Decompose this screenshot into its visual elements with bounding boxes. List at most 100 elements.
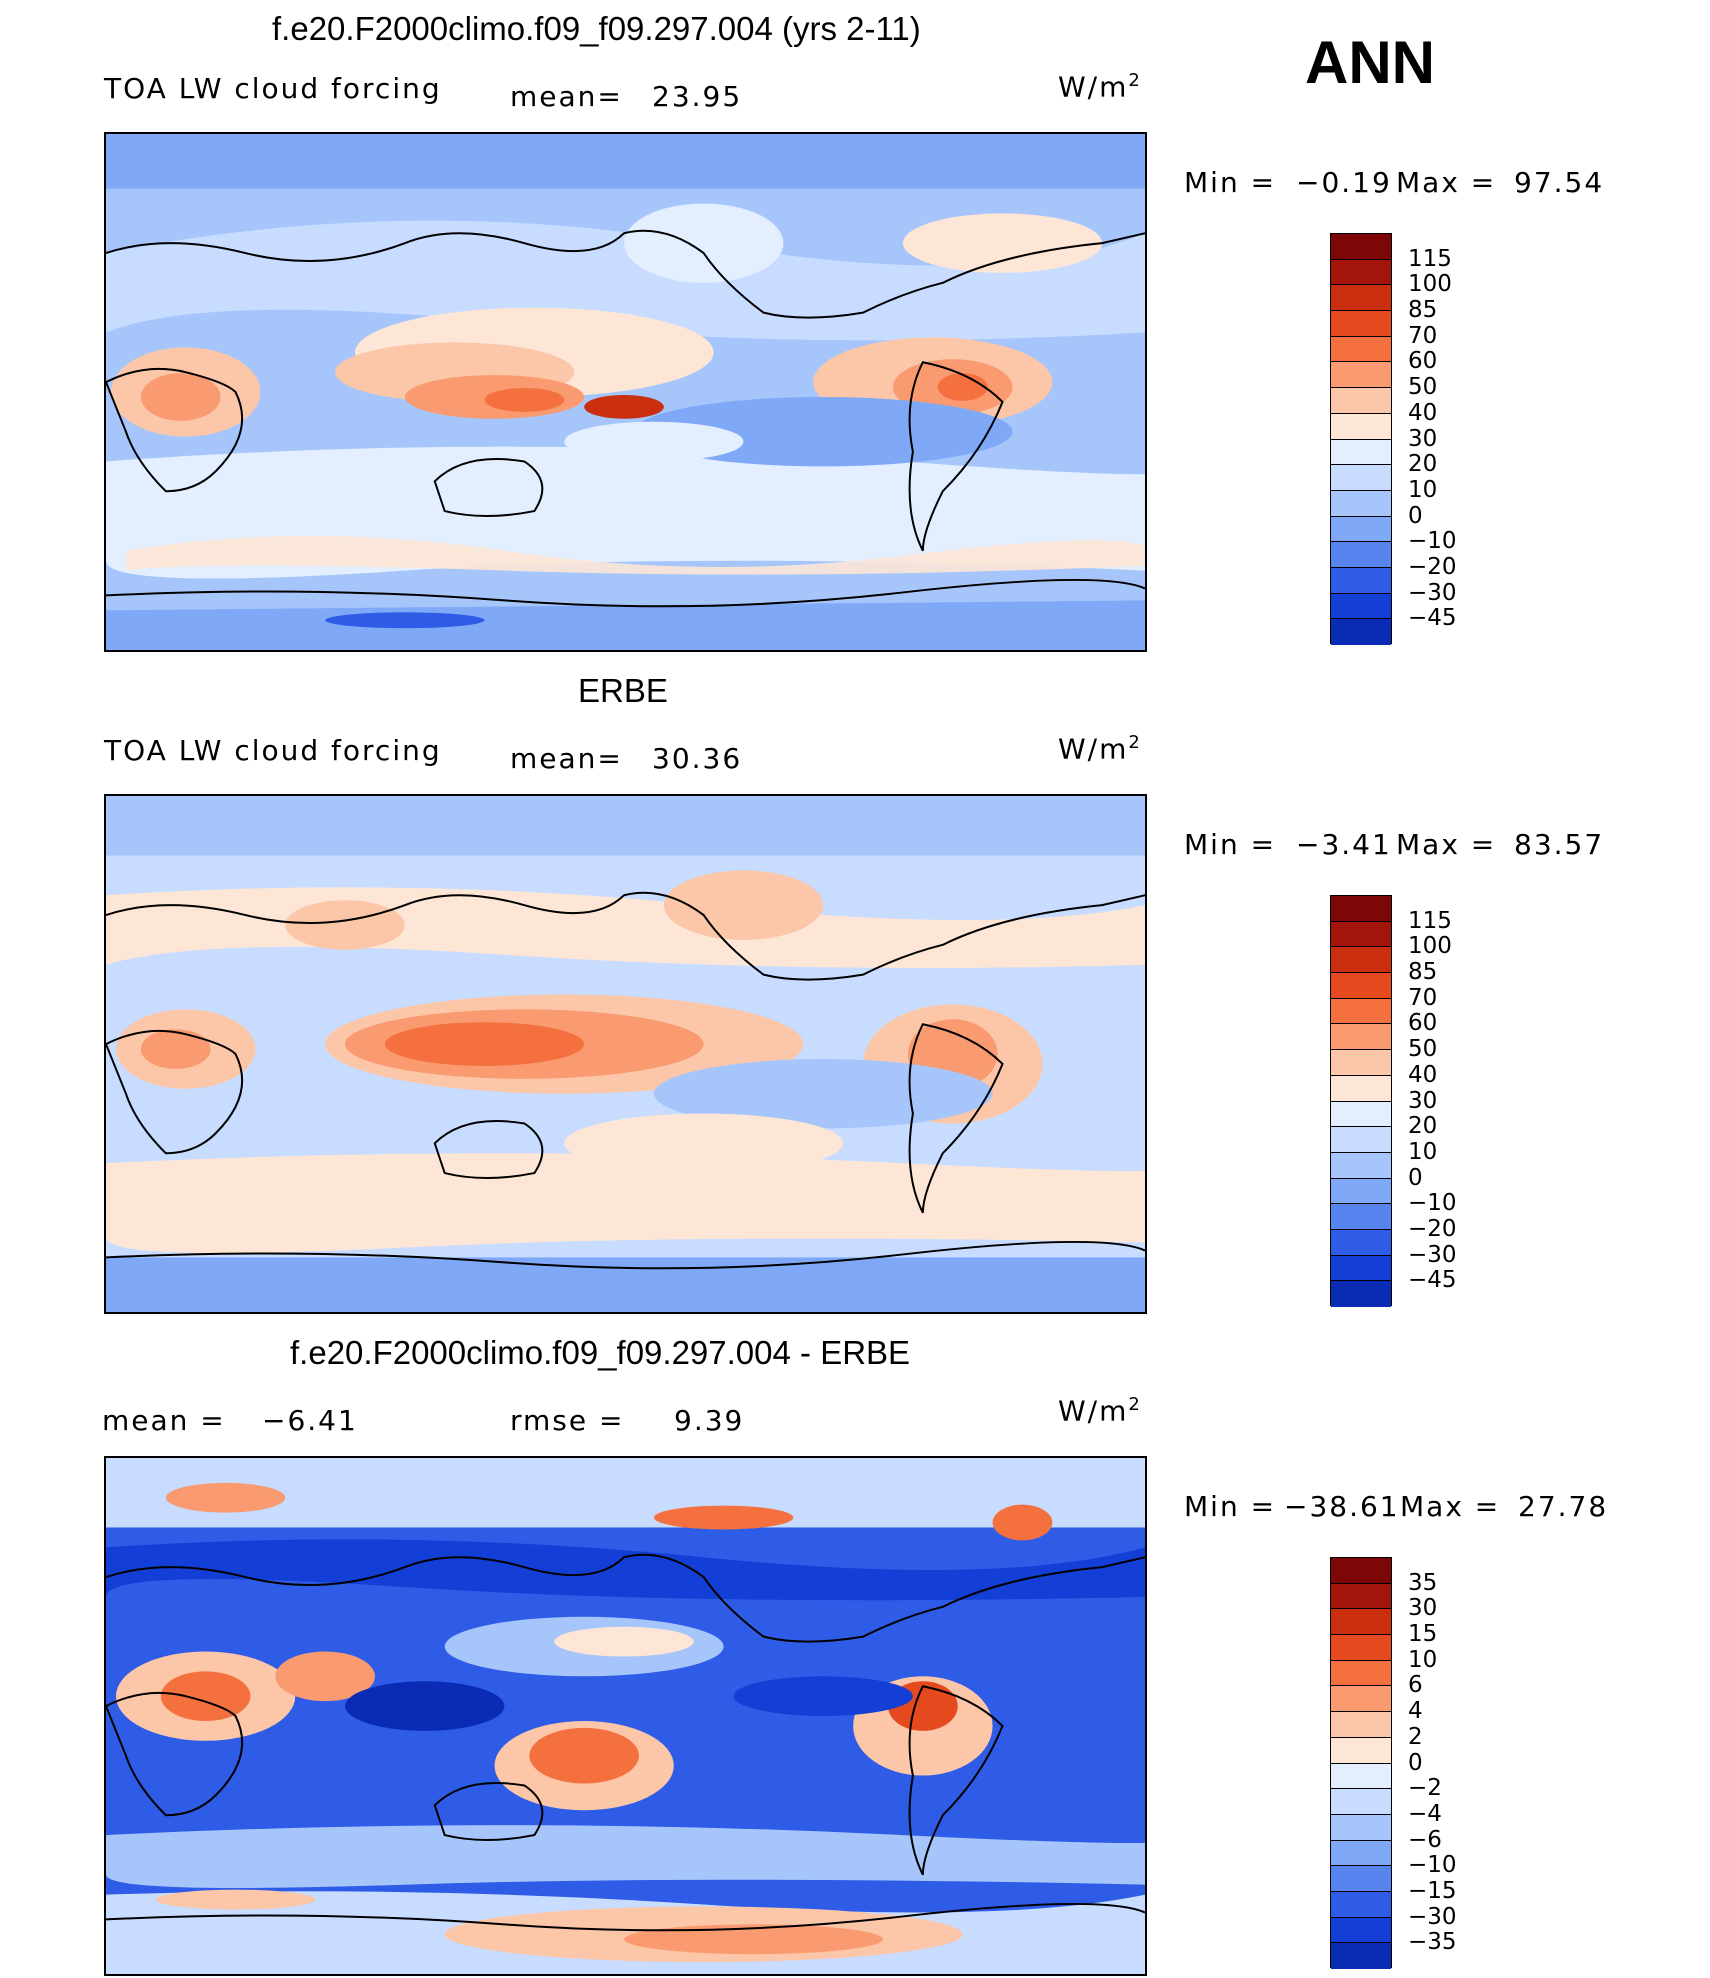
panel1-contour-field bbox=[106, 134, 1145, 650]
colorbar-segment bbox=[1331, 1127, 1391, 1153]
colorbar-tick-label: −10 bbox=[1408, 1190, 1457, 1217]
colorbar-segment bbox=[1331, 465, 1391, 491]
colorbar-tick-label: 35 bbox=[1408, 1569, 1438, 1596]
colorbar-segment bbox=[1331, 1789, 1391, 1815]
panel2-max-label: Max = bbox=[1396, 828, 1497, 861]
colorbar-segment bbox=[1331, 1943, 1391, 1969]
colorbar-tick-label: 2 bbox=[1408, 1723, 1423, 1750]
panel3-max-label: Max = bbox=[1400, 1490, 1501, 1523]
colorbar-tick-label: −35 bbox=[1408, 1929, 1457, 1956]
colorbar-tick-label: 60 bbox=[1408, 1010, 1438, 1037]
colorbar-segment bbox=[1331, 1660, 1391, 1687]
colorbar-tick-label: 40 bbox=[1408, 1061, 1438, 1088]
panel3-rmse-value: 9.39 bbox=[674, 1404, 745, 1437]
colorbar-tick-label: −10 bbox=[1408, 1852, 1457, 1879]
colorbar-tick-label: 30 bbox=[1408, 1595, 1438, 1622]
colorbar-segment bbox=[1331, 259, 1391, 286]
colorbar-tick-label: 4 bbox=[1408, 1698, 1423, 1725]
colorbar-segment bbox=[1331, 1558, 1391, 1584]
colorbar-tick-label: 40 bbox=[1408, 399, 1438, 426]
panel1-colorbar: 115 100 85 70 60 50 40 30 20 10 0 −10 −20 −30 −45 bbox=[1330, 233, 1530, 645]
colorbar-segment bbox=[1331, 567, 1391, 594]
panel3-units-exp: 2 bbox=[1128, 1394, 1142, 1415]
colorbar-segment bbox=[1331, 1229, 1391, 1256]
panel1-mean-label: mean= bbox=[510, 80, 623, 113]
panel1-title: f.e20.F2000climo.f09_f09.297.004 (yrs 2-… bbox=[272, 10, 921, 47]
colorbar-tick-label: 10 bbox=[1408, 1646, 1438, 1673]
colorbar-segment bbox=[1331, 1635, 1391, 1661]
panel1-max-value: 97.54 bbox=[1514, 166, 1605, 199]
colorbar-tick-label: 115 bbox=[1408, 907, 1452, 934]
colorbar-tick-label: −10 bbox=[1408, 528, 1457, 555]
colorbar-tick-label: 100 bbox=[1408, 271, 1452, 298]
colorbar-segment bbox=[1331, 1178, 1391, 1205]
colorbar-segment bbox=[1331, 1024, 1391, 1051]
panel2-mean-value: 30.36 bbox=[652, 742, 743, 775]
colorbar-segment bbox=[1331, 921, 1391, 948]
panel1-max-label: Max = bbox=[1396, 166, 1497, 199]
colorbar-segment bbox=[1331, 1609, 1391, 1636]
colorbar-segment bbox=[1331, 1891, 1391, 1918]
colorbar-tick-label: −30 bbox=[1408, 1241, 1457, 1268]
panel1-min-label: Min = bbox=[1184, 166, 1277, 199]
panel3-colorbar: 35 30 15 10 6 4 2 0 −2 −4 −6 −10 −15 −30 −35 bbox=[1330, 1557, 1530, 1969]
colorbar-tick-label: 115 bbox=[1408, 245, 1452, 272]
colorbar-segment bbox=[1331, 490, 1391, 517]
panel3-min-value: −38.61 bbox=[1284, 1490, 1400, 1523]
panel1-variable-label: TOA LW cloud forcing bbox=[104, 72, 442, 105]
colorbar-tick-label: −2 bbox=[1408, 1775, 1442, 1802]
season-label: ANN bbox=[1305, 29, 1435, 96]
colorbar-segment bbox=[1331, 1583, 1391, 1610]
colorbar-tick-label: −20 bbox=[1408, 1215, 1457, 1242]
colorbar-segment bbox=[1331, 1763, 1391, 1790]
colorbar-segment bbox=[1331, 413, 1391, 440]
colorbar-tick-label: 70 bbox=[1408, 984, 1438, 1011]
colorbar-segment bbox=[1331, 1737, 1391, 1764]
panel2-map bbox=[104, 794, 1147, 1314]
colorbar-tick-label: −15 bbox=[1408, 1877, 1457, 1904]
colorbar-tick-label: 20 bbox=[1408, 451, 1438, 478]
panel3-mean-value: −6.41 bbox=[262, 1404, 358, 1437]
colorbar-tick-label: 60 bbox=[1408, 348, 1438, 375]
panel3-units: W/m2 bbox=[1058, 1394, 1142, 1427]
panel1-mean-value: 23.95 bbox=[652, 80, 743, 113]
colorbar-segment bbox=[1331, 1075, 1391, 1102]
colorbar-box bbox=[1330, 895, 1392, 1307]
colorbar-tick-label: −4 bbox=[1408, 1800, 1442, 1827]
panel3-rmse-label: rmse = bbox=[510, 1404, 625, 1437]
colorbar-box bbox=[1330, 1557, 1392, 1969]
panel3-map bbox=[104, 1456, 1147, 1976]
colorbar-segment bbox=[1331, 1712, 1391, 1738]
panel3-min-label: Min = bbox=[1184, 1490, 1277, 1523]
colorbar-segment bbox=[1331, 388, 1391, 414]
colorbar-segment bbox=[1331, 896, 1391, 922]
colorbar-segment bbox=[1331, 1204, 1391, 1230]
colorbar-segment bbox=[1331, 1152, 1391, 1179]
colorbar-tick-label: 70 bbox=[1408, 322, 1438, 349]
panel2-min-label: Min = bbox=[1184, 828, 1277, 861]
colorbar-segment bbox=[1331, 947, 1391, 974]
colorbar-segment bbox=[1331, 362, 1391, 389]
colorbar-tick-label: 30 bbox=[1408, 1087, 1438, 1114]
colorbar-segment bbox=[1331, 1814, 1391, 1841]
colorbar-segment bbox=[1331, 336, 1391, 363]
colorbar-tick-label: 100 bbox=[1408, 933, 1452, 960]
colorbar-segment bbox=[1331, 1101, 1391, 1128]
colorbar-segment bbox=[1331, 1255, 1391, 1282]
colorbar-tick-label: 50 bbox=[1408, 374, 1438, 401]
colorbar-tick-label: 15 bbox=[1408, 1621, 1438, 1648]
panel3-units-base: W/m bbox=[1058, 1394, 1129, 1428]
panel1-units-base: W/m bbox=[1058, 70, 1129, 104]
panel2-mean-label: mean= bbox=[510, 742, 623, 775]
panel3-max-value: 27.78 bbox=[1518, 1490, 1609, 1523]
panel2-min-value: −3.41 bbox=[1296, 828, 1392, 861]
colorbar-tick-label: 85 bbox=[1408, 297, 1438, 324]
colorbar-tick-label: 0 bbox=[1408, 1749, 1423, 1776]
colorbar-tick-label: −45 bbox=[1408, 1267, 1457, 1294]
panel3-contour-field bbox=[106, 1458, 1145, 1974]
colorbar-tick-label: 0 bbox=[1408, 502, 1423, 529]
panel1-min-value: −0.19 bbox=[1296, 166, 1392, 199]
colorbar-tick-label: 0 bbox=[1408, 1164, 1423, 1191]
panel2-units-base: W/m bbox=[1058, 732, 1129, 766]
colorbar-segment bbox=[1331, 1866, 1391, 1892]
